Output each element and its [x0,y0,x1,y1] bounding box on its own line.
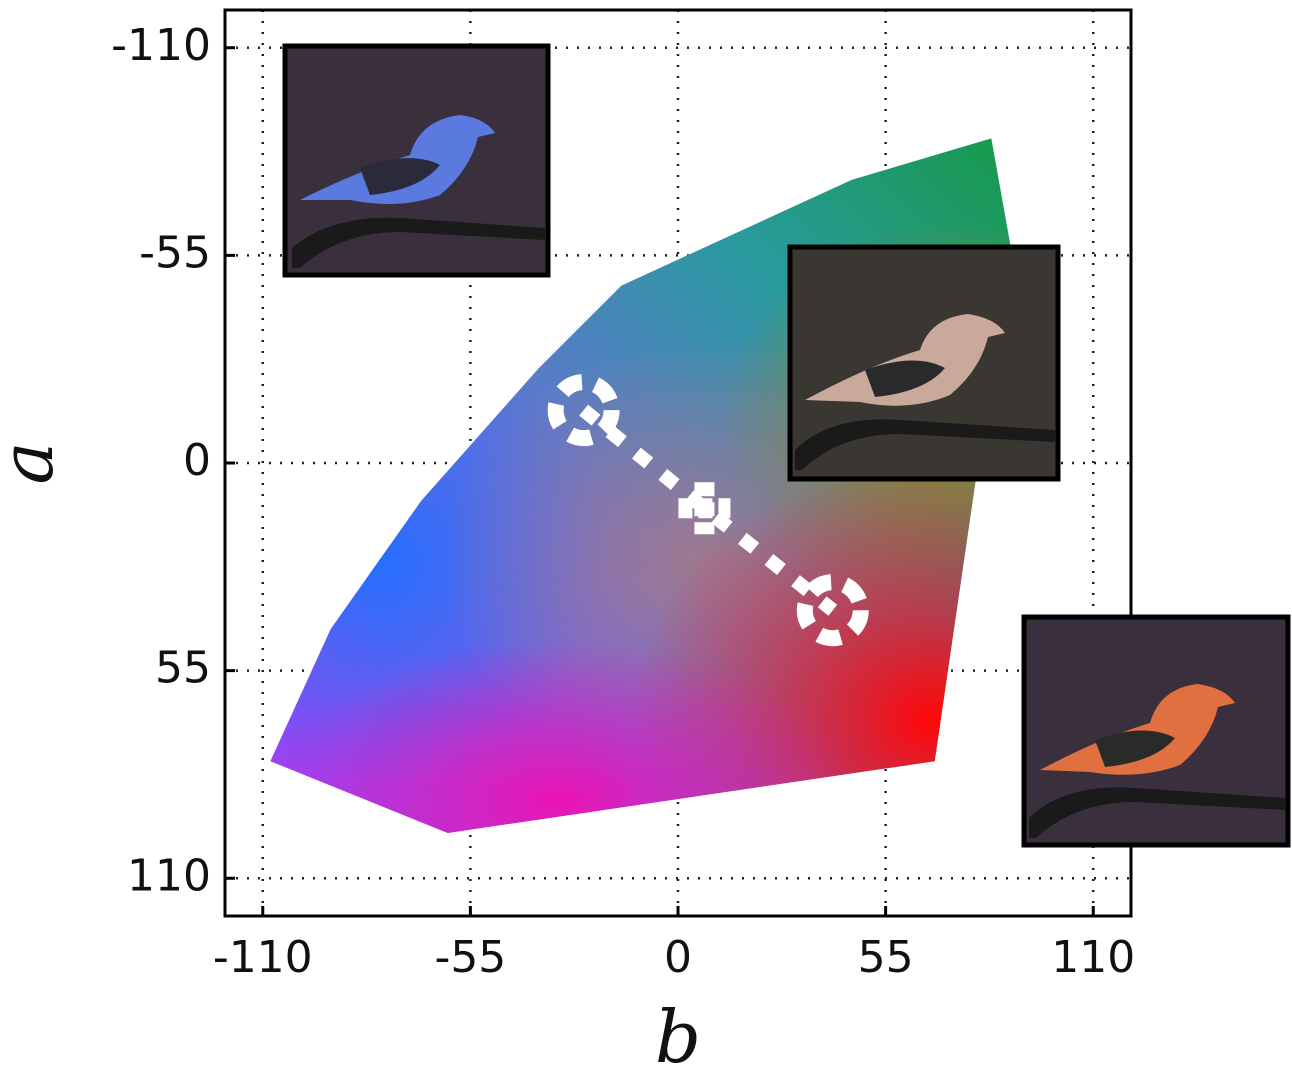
frame [223,8,1133,918]
inset-orange-bird [1021,614,1291,848]
x-tick-label: 110 [1051,932,1135,983]
marker-circle [796,574,869,647]
inset-natural-bird [787,244,1061,482]
y-tick-label: -55 [139,227,211,278]
y-tick-label: 55 [155,643,211,694]
marker-circle [547,374,620,447]
x-axis-label: b [655,995,701,1072]
x-tick-label: 55 [858,932,914,983]
x-tick-label: -55 [434,932,506,983]
marker-plus [678,482,731,535]
y-axis-label: a [0,442,69,485]
x-tick-label: 0 [664,932,692,983]
x-tick-label: -110 [213,932,313,983]
y-tick-label: 0 [183,435,211,486]
y-tick-label: -110 [111,20,211,71]
y-tick-label: 110 [127,850,211,901]
inset-blue-bird [282,43,551,278]
